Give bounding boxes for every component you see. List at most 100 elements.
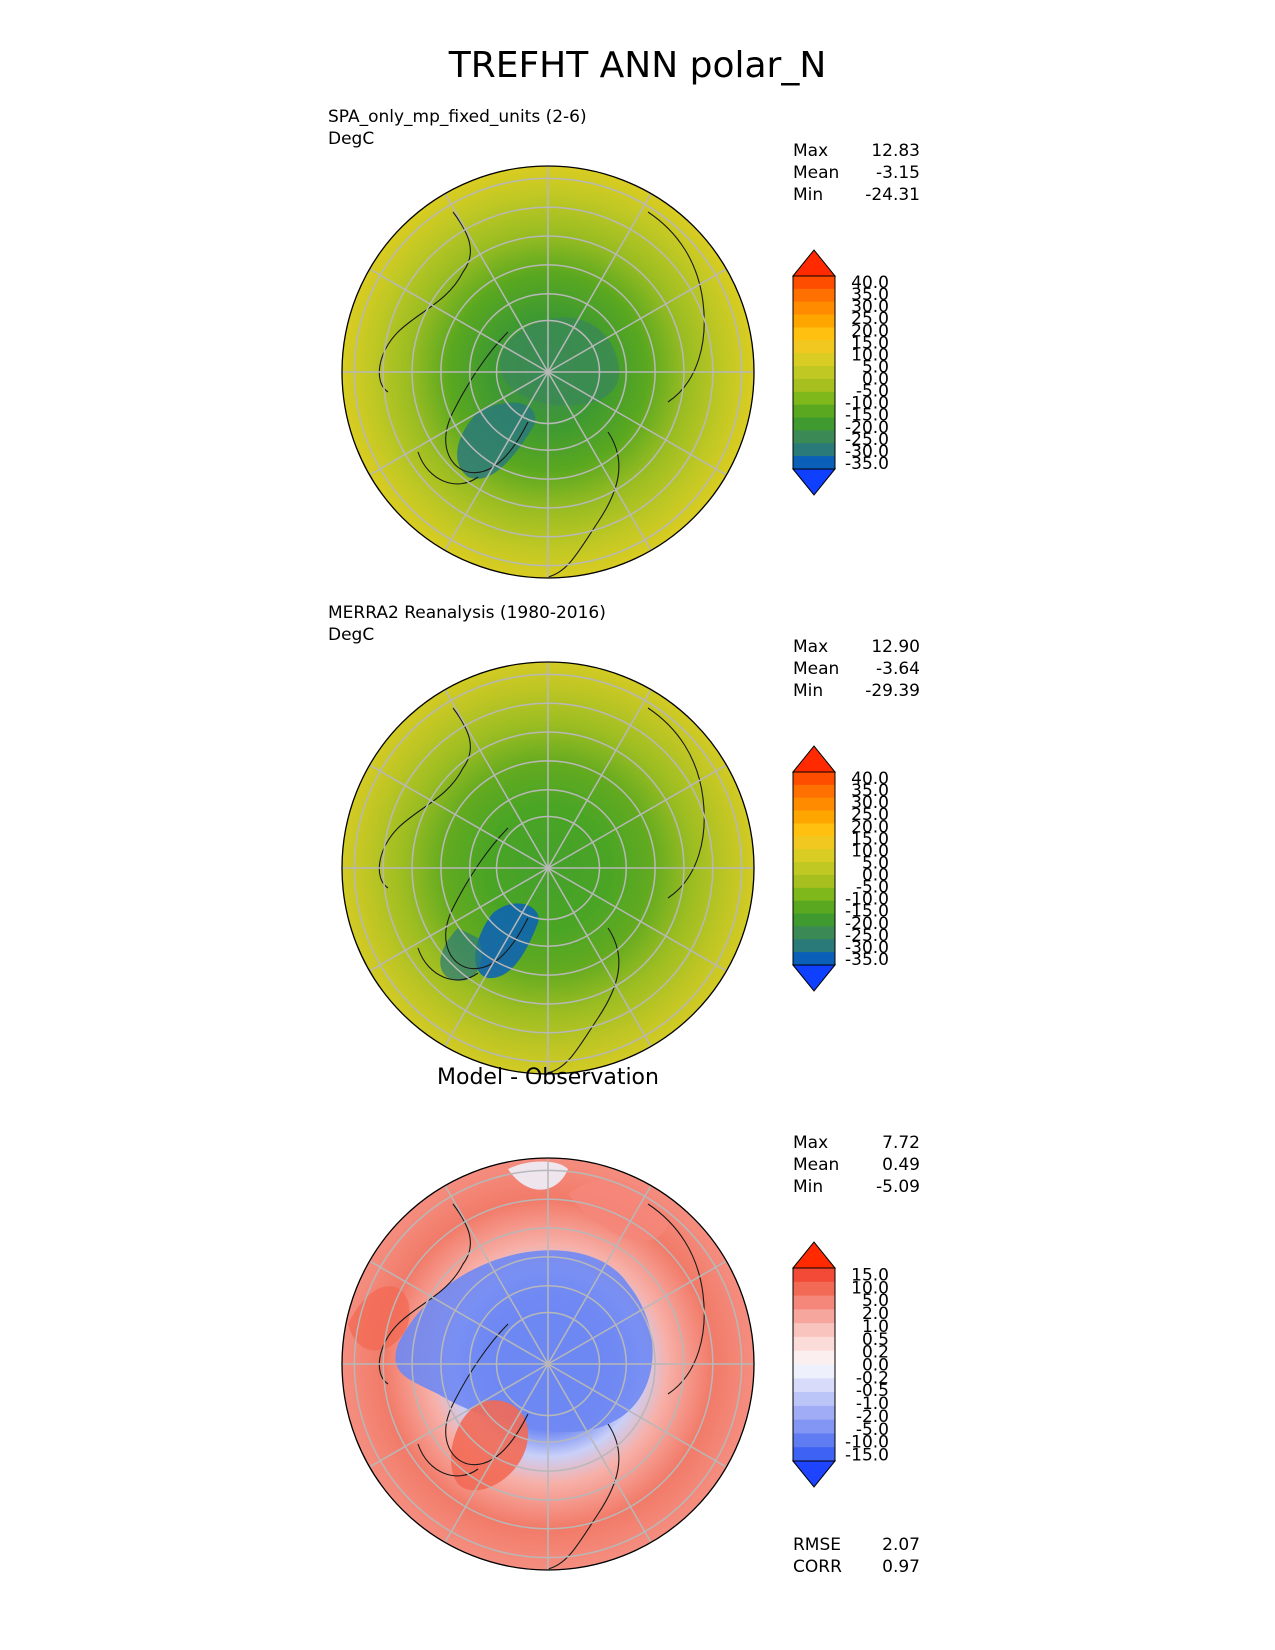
colorbar-tick-label: 15.0	[851, 1265, 889, 1285]
colorbar-extend-min	[791, 964, 837, 992]
colorbar-segment	[793, 288, 835, 303]
colorbar-segment	[793, 1447, 835, 1462]
meridian	[369, 371, 549, 476]
stat-value: -24.31	[865, 185, 920, 205]
colorbar-frame	[792, 275, 836, 470]
colorbar: 40.035.030.025.020.015.010.05.00.0-5.0-1…	[791, 745, 889, 992]
meridian	[369, 764, 549, 869]
colorbar-tick-label: 1.0	[862, 1317, 889, 1337]
colorbar-segment	[793, 913, 835, 927]
stat-value: 7.72	[882, 1133, 920, 1153]
colorbar-tick-label: -25.0	[845, 926, 889, 946]
meridian	[444, 689, 549, 869]
colorbar-segment	[793, 1295, 835, 1310]
colorbar-tick-label: 5.0	[862, 853, 889, 873]
coastline	[547, 431, 620, 578]
colorbar-segment	[793, 836, 835, 850]
colorbar-segment	[793, 1405, 835, 1421]
panel-title: Model - Observation	[437, 1065, 659, 1090]
colorbar-tick-label: -35.0	[845, 950, 889, 970]
meridian	[444, 1185, 549, 1365]
colorbar-tick-label: 30.0	[851, 793, 889, 813]
stat-label: Min	[793, 185, 823, 205]
coastline	[445, 331, 529, 474]
colorbar-tick-label: 30.0	[851, 297, 889, 317]
colorbar-tick-label: 5.0	[862, 1291, 889, 1311]
coastline	[445, 827, 529, 970]
colorbar-tick-label: -2.0	[856, 1407, 889, 1427]
colorbar-segment	[793, 443, 835, 457]
coastline	[647, 707, 705, 899]
metric-value: 0.97	[882, 1557, 920, 1577]
colorbar-segment	[793, 810, 835, 824]
map-panel-3: Model - Observation Max 7.72 Mean 0.49 Min -5.…	[341, 1065, 920, 1577]
colorbar-tick-label: 25.0	[851, 805, 889, 825]
colorbar-segment	[793, 391, 835, 406]
stat-value: 12.83	[871, 141, 920, 161]
colorbar-tick-label: 35.0	[851, 285, 889, 305]
stat-label: Mean	[793, 1155, 839, 1175]
colorbar-segment	[793, 1392, 835, 1407]
colorbar-frame	[792, 1267, 836, 1462]
colorbar-segment	[793, 1323, 835, 1338]
gridlines	[342, 166, 754, 578]
colorbar-segment	[793, 430, 835, 444]
meridian	[547, 867, 652, 1047]
colorbar-tick-label: -15.0	[845, 902, 889, 922]
colorbar-segment	[793, 772, 835, 786]
colorbar-segment	[793, 1364, 835, 1379]
colorbar-tick-label: -0.5	[856, 1381, 889, 1401]
colorbar-tick-label: 25.0	[851, 309, 889, 329]
anomaly-region	[450, 1400, 528, 1491]
map-boundary	[341, 661, 755, 1075]
colorbar-tick-label: 15.0	[851, 333, 889, 353]
colorbar-segment	[793, 849, 835, 863]
gridlines	[342, 1158, 754, 1570]
coastline	[417, 451, 479, 485]
colorbar-segment	[793, 939, 835, 953]
map-boundary	[341, 1157, 755, 1571]
colorbar: 15.010.05.02.01.00.50.20.0-0.2-0.5-1.0-2…	[791, 1241, 889, 1488]
figure-title: TREFHT ANN polar_N	[448, 45, 827, 86]
meridian	[547, 268, 727, 373]
stat-value: 0.49	[882, 1155, 920, 1175]
colorbar-segment	[793, 366, 835, 380]
colorbar-segment	[793, 301, 835, 316]
colorbar-extend-min	[791, 468, 837, 496]
colorbar-tick-label: -15.0	[845, 1446, 889, 1466]
meridian	[369, 867, 549, 972]
colorbar-extend-min	[791, 1460, 837, 1488]
meridian	[444, 193, 549, 373]
colorbar-segment	[793, 874, 835, 889]
gridlines	[342, 662, 754, 1074]
colorbar-tick-label: -10.0	[845, 394, 889, 414]
coastline	[547, 927, 620, 1074]
meridian	[547, 371, 652, 551]
meridian	[547, 1363, 727, 1468]
colorbar-segment	[793, 404, 835, 419]
coastline	[417, 947, 479, 981]
colorbar-tick-label: -5.0	[856, 1420, 889, 1440]
colorbar-tick-label: -0.2	[856, 1368, 889, 1388]
colorbar-segment	[793, 353, 835, 367]
colorbar-tick-label: -5.0	[856, 878, 889, 898]
colorbar-segment	[793, 862, 835, 876]
stat-label: Min	[793, 1177, 823, 1197]
colorbar-segment	[793, 417, 835, 431]
meridian	[369, 1260, 549, 1365]
meridian	[547, 193, 652, 373]
stat-value: -3.64	[876, 659, 920, 679]
colorbar-tick-label: -10.0	[845, 890, 889, 910]
meridian	[547, 764, 727, 869]
colorbar-tick-label: 35.0	[851, 781, 889, 801]
colorbar-segment	[793, 900, 835, 915]
stat-label: Min	[793, 681, 823, 701]
anomaly-region	[440, 928, 482, 981]
colorbar-extend-max	[791, 249, 837, 277]
colorbar-tick-label: 10.0	[851, 345, 889, 365]
colorbar-tick-label: 0.0	[862, 370, 889, 390]
stat-label: Max	[793, 141, 828, 161]
colorbar-tick-label: -20.0	[845, 914, 889, 934]
panel-title: SPA_only_mp_fixed_units (2-6)	[328, 107, 587, 127]
colorbar-segment	[793, 1336, 835, 1352]
